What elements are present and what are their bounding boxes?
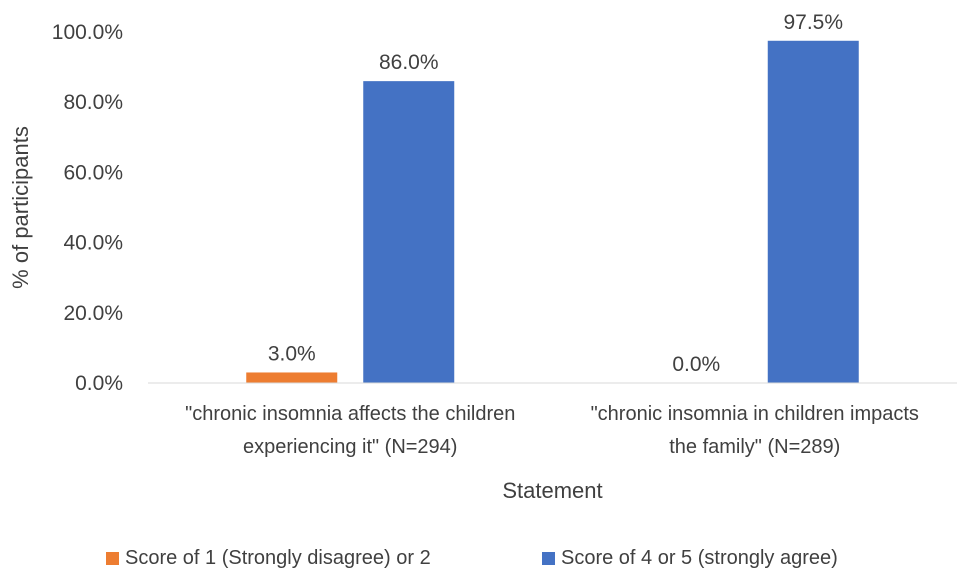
y-axis-title: % of participants xyxy=(8,126,33,289)
category-label: the family" (N=289) xyxy=(669,436,840,458)
bars xyxy=(246,40,859,384)
y-tick-label: 80.0% xyxy=(63,91,123,114)
category-label: "chronic insomnia in children impacts xyxy=(591,403,919,425)
legend-label: Score of 4 or 5 (strongly agree) xyxy=(561,547,838,569)
data-label: 0.0% xyxy=(672,353,720,376)
y-axis: 0.0% 20.0% 40.0% 60.0% 80.0% 100.0% xyxy=(52,21,123,395)
data-label: 97.5% xyxy=(783,11,843,34)
bar xyxy=(363,81,455,383)
y-tick-label: 100.0% xyxy=(52,21,123,44)
category-labels: "chronic insomnia affects the children ex… xyxy=(185,403,919,458)
legend-swatch xyxy=(542,552,555,565)
data-labels: 3.0% 0.0% 86.0% 97.5% xyxy=(268,11,843,376)
category-label: "chronic insomnia affects the children xyxy=(185,403,515,425)
legend-label: Score of 1 (Strongly disagree) or 2 xyxy=(125,547,431,569)
data-label: 3.0% xyxy=(268,342,316,365)
category-label: experiencing it" (N=294) xyxy=(243,436,457,458)
legend: Score of 1 (Strongly disagree) or 2 Score… xyxy=(106,547,838,569)
legend-swatch xyxy=(106,552,119,565)
y-tick-label: 20.0% xyxy=(63,302,123,325)
y-tick-label: 40.0% xyxy=(63,232,123,255)
x-axis-title: Statement xyxy=(502,478,602,503)
y-tick-label: 60.0% xyxy=(63,161,123,184)
data-label: 86.0% xyxy=(379,51,439,74)
y-tick-label: 0.0% xyxy=(75,372,123,395)
bar xyxy=(767,40,859,384)
bar xyxy=(246,372,338,383)
